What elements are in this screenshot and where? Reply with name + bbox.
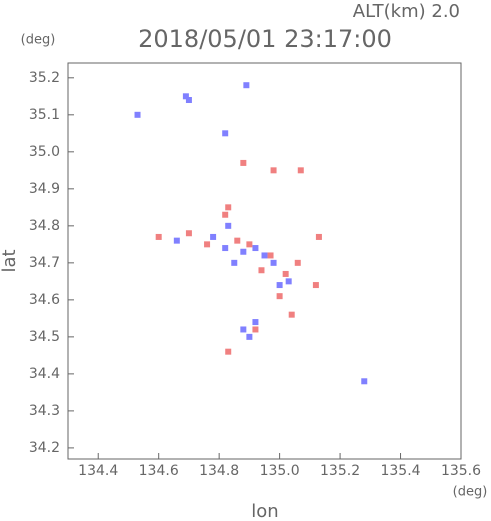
plot-frame [67,62,462,460]
y-tick-label: 35.2 [29,70,60,86]
x-axis-label: lon [251,501,278,521]
radar-echo [240,326,247,333]
x-tick-label: 134.8 [199,463,239,479]
radar-echo [243,82,250,89]
radar-echo [231,259,238,266]
radar-echo [276,293,283,300]
radar-echo [267,252,274,259]
radar-echo [246,241,253,248]
radar-echo [270,259,277,266]
radar-echo [312,282,319,289]
radar-echo [182,93,189,100]
radar-echo [134,111,141,118]
radar-echo [240,159,247,166]
x-tick-label: 135.2 [320,463,360,479]
radar-echo [173,237,180,244]
radar-echo [282,270,289,277]
radar-echo [234,237,241,244]
radar-echo [222,130,229,137]
radar-echo [246,333,253,340]
chart-title: 2018/05/01 23:17:00 [138,25,392,53]
radar-echo [261,252,268,259]
x-tick-label: 135.4 [380,463,420,479]
x-tick-label: 134.6 [139,463,179,479]
radar-echo [294,259,301,266]
radar-echo [185,230,192,237]
radar-echo [315,233,322,240]
x-tick-label: 134.4 [78,463,118,479]
radar-echo [225,204,232,211]
radar-echo [185,97,192,104]
x-tick-label: 135.6 [441,463,481,479]
y-tick-label: 34.3 [29,403,60,419]
radar-echo [252,326,259,333]
radar-echo [240,248,247,255]
y-tick-label: 34.9 [29,181,60,197]
y-tick-label: 34.2 [29,440,60,456]
radar-echo [222,211,229,218]
y-tick-label: 34.6 [29,292,60,308]
radar-echo [252,245,259,252]
y-axis-label: lat [0,249,20,272]
y-tick-label: 34.5 [29,329,60,345]
radar-echo [288,311,295,318]
chart-subtitle: ALT(km) 2.0 [353,1,460,22]
y-tick-label: 35.1 [29,107,60,123]
radar-echo [361,378,368,385]
radar-echo [222,245,229,252]
radar-echo [252,319,259,326]
y-tick-label: 35.0 [29,144,60,160]
radar-echo [204,241,211,248]
radar-echo [225,348,232,355]
radar-echo [258,267,265,274]
x-tick-label: 135.0 [260,463,300,479]
radar-echo [297,167,304,174]
x-unit: (deg) [453,485,488,500]
y-tick-label: 34.4 [29,366,60,382]
y-tick-label: 34.8 [29,218,60,234]
radar-echo [225,222,232,229]
radar-echo [270,167,277,174]
radar-echo [276,282,283,289]
radar-echo [155,233,162,240]
radar-echo [210,233,217,240]
y-unit: (deg) [21,33,56,48]
radar-echo [285,278,292,285]
y-tick-label: 34.7 [29,255,60,271]
